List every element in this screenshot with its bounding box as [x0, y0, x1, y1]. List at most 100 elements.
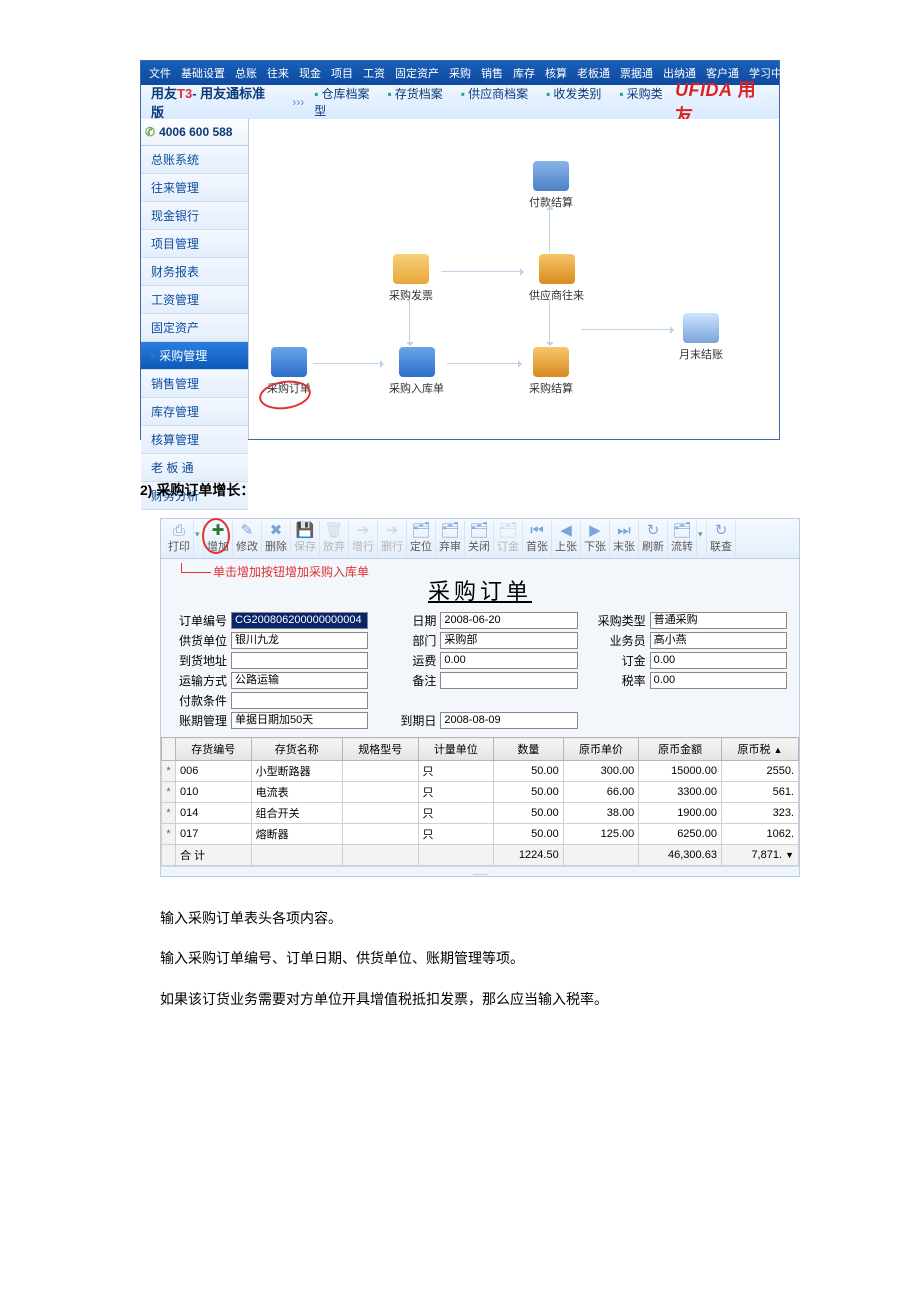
quicklink[interactable]: ▪仓库档案 [314, 87, 369, 101]
freight-input[interactable]: 0.00 [440, 652, 577, 669]
arrow [549, 207, 550, 253]
toolbar-定位[interactable]: 🗂定位 [407, 521, 436, 556]
menu-item[interactable]: 帮助 [889, 65, 911, 81]
menu-item[interactable]: 票据通 [620, 65, 653, 81]
toolbar-首张[interactable]: ⏮首张 [523, 521, 552, 556]
menu-item[interactable]: 老板通 [577, 65, 610, 81]
payterm-input[interactable] [231, 692, 368, 709]
quicklink[interactable]: ▪存货档案 [388, 87, 443, 101]
menu-item[interactable]: 总账 [235, 65, 257, 81]
sidebar-item[interactable]: 核算管理 [141, 426, 248, 454]
table-row[interactable]: *014组合开关只50.0038.001900.00323. [162, 803, 799, 824]
table-total-row: 合 计1224.5046,300.637,871. ▼ [162, 845, 799, 866]
purchase-order-form: ⎙打印✚增加✎修改✖删除💾保存🗑放弃➔增行➔删行🗂定位🗂弃审🗂关闭🗂订金⏮首张◀… [160, 518, 800, 877]
sidebar-item[interactable]: 现金银行 [141, 202, 248, 230]
table-row[interactable]: *017熔断器只50.00125.006250.001062. [162, 824, 799, 845]
sidebar-item[interactable]: 工资管理 [141, 286, 248, 314]
brand: 用友T3- 用友通标准版 [151, 83, 272, 121]
arrow [581, 329, 673, 330]
ribbon: 用友T3- 用友通标准版 ››› ▪仓库档案▪存货档案▪供应商档案▪收发类别▪采… [141, 85, 779, 119]
table-row[interactable]: *006小型断路器只50.00300.0015000.002550. [162, 761, 799, 782]
menu-item[interactable]: 文件 [149, 65, 171, 81]
col-header: 原币金额 [639, 738, 722, 761]
sidebar-item[interactable]: 总账系统 [141, 146, 248, 174]
menu-item[interactable]: 基础设置 [181, 65, 225, 81]
body-paragraph: 输入采购订单编号、订单日期、供货单位、账期管理等项。 [160, 947, 820, 969]
toolbar-增加[interactable]: ✚增加 [204, 521, 233, 556]
sidebar-item[interactable]: 项目管理 [141, 230, 248, 258]
workflow-canvas: 采购订单 采购入库单 采购结算 采购发票 供应商往来 [249, 119, 779, 439]
date-input[interactable]: 2008-06-20 [440, 612, 577, 629]
toolbar-弃审[interactable]: 🗂弃审 [436, 521, 465, 556]
toolbar-刷新[interactable]: ↻刷新 [639, 521, 668, 556]
sidebar-item[interactable]: 老 板 通 [141, 454, 248, 482]
order-no-input[interactable]: CG200806200000000004 [231, 612, 368, 629]
menu-item[interactable]: 往来 [267, 65, 289, 81]
remark-input[interactable] [440, 672, 577, 689]
ship-input[interactable]: 公路运输 [231, 672, 368, 689]
menu-item[interactable]: 现金 [299, 65, 321, 81]
line-items-table: 存货编号存货名称规格型号计量单位数量原币单价原币金额原币税 ▲ *006小型断路… [161, 737, 799, 866]
sidebar-item[interactable]: 销售管理 [141, 370, 248, 398]
menu-item[interactable]: 产品服务 [803, 65, 847, 81]
toolbar-删行: ➔删行 [378, 521, 407, 556]
arrow [441, 271, 523, 272]
arrow [409, 299, 410, 345]
node-invoice[interactable]: 采购发票 [389, 254, 433, 303]
credit-input[interactable]: 单据日期加50天 [231, 712, 368, 729]
toolbar-下张[interactable]: ▶下张 [581, 521, 610, 556]
sidebar-item[interactable]: 固定资产 [141, 314, 248, 342]
dropdown-icon[interactable] [697, 521, 707, 556]
phone-icon: ✆ [145, 125, 155, 139]
dept-input[interactable]: 采购部 [440, 632, 577, 649]
col-header: 规格型号 [342, 738, 418, 761]
toolbar-联查[interactable]: ↻联查 [707, 521, 736, 556]
form-toolbar: ⎙打印✚增加✎修改✖删除💾保存🗑放弃➔增行➔删行🗂定位🗂弃审🗂关闭🗂订金⏮首张◀… [161, 519, 799, 559]
table-row[interactable]: *010电流表只50.0066.003300.00561. [162, 782, 799, 803]
due-input[interactable]: 2008-08-09 [440, 712, 577, 729]
sidebar-item[interactable]: 财务报表 [141, 258, 248, 286]
form-fields: 订单编号CG200806200000000004 日期2008-06-20 采购… [161, 612, 799, 737]
addr-input[interactable] [231, 652, 368, 669]
node-purchase-order[interactable]: 采购订单 [267, 347, 311, 396]
clerk-input[interactable]: 高小燕 [650, 632, 787, 649]
quicklink[interactable]: ▪收发类别 [546, 87, 601, 101]
arrow [447, 363, 521, 364]
node-settle[interactable]: 采购结算 [529, 347, 573, 396]
highlight-circle [202, 518, 230, 554]
node-ap[interactable]: 供应商往来 [529, 254, 584, 303]
step-caption: 2) 采购订单增长： [140, 480, 920, 500]
quicklink[interactable]: ▪供应商档案 [461, 87, 528, 101]
body-paragraph: 如果该订货业务需要对方单位开具增值税抵扣发票，那么应当输入税率。 [160, 988, 820, 1010]
node-inbound[interactable]: 采购入库单 [389, 347, 444, 396]
toolbar-上张[interactable]: ◀上张 [552, 521, 581, 556]
menu-item[interactable]: 项目 [331, 65, 353, 81]
resize-handle[interactable]: ⸺ [161, 866, 799, 876]
menu-item[interactable]: 窗口 [857, 65, 879, 81]
phone-number: ✆ 4006 600 588 [141, 119, 248, 146]
left-sidebar: ✆ 4006 600 588 总账系统往来管理现金银行项目管理财务报表工资管理固… [141, 119, 249, 439]
menu-item[interactable]: 采购 [449, 65, 471, 81]
node-monthend[interactable]: 月末结账 [679, 313, 723, 362]
menu-item[interactable]: 核算 [545, 65, 567, 81]
toolbar-删除[interactable]: ✖删除 [262, 521, 291, 556]
toolbar-打印[interactable]: ⎙打印 [165, 521, 194, 556]
menu-item[interactable]: 工资 [363, 65, 385, 81]
toolbar-流转[interactable]: 🗂流转 [668, 521, 697, 556]
toolbar-末张[interactable]: ⏭末张 [610, 521, 639, 556]
app-main-window: 文件基础设置总账往来现金项目工资固定资产采购销售库存核算老板通票据通出纳通客户通… [140, 60, 780, 440]
menu-item[interactable]: 固定资产 [395, 65, 439, 81]
deposit-input[interactable]: 0.00 [650, 652, 787, 669]
menu-item[interactable]: 销售 [481, 65, 503, 81]
supplier-input[interactable]: 银川九龙 [231, 632, 368, 649]
toolbar-关闭[interactable]: 🗂关闭 [465, 521, 494, 556]
sidebar-item[interactable]: ▫采购管理 [141, 342, 248, 370]
col-header: 原币单价 [563, 738, 639, 761]
sidebar-item[interactable]: 往来管理 [141, 174, 248, 202]
sidebar-item[interactable]: 库存管理 [141, 398, 248, 426]
toolbar-修改[interactable]: ✎修改 [233, 521, 262, 556]
col-header: 存货名称 [251, 738, 342, 761]
tax-input[interactable]: 0.00 [650, 672, 787, 689]
type-input[interactable]: 普通采购 [650, 612, 787, 629]
menu-item[interactable]: 库存 [513, 65, 535, 81]
